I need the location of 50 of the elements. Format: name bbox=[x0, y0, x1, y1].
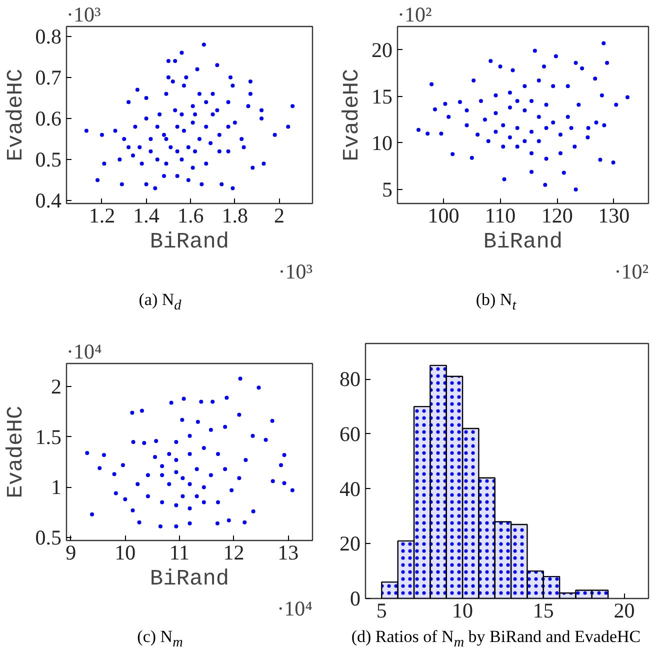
text: (c) N$_{m}$ bbox=[136, 626, 184, 652]
y-tick-label: 5 bbox=[382, 178, 392, 202]
x-tick-label: 15 bbox=[532, 598, 554, 622]
x-tick-label: 1.2 bbox=[88, 204, 116, 228]
y-tick-label: 0 bbox=[350, 586, 360, 610]
annotation: ·10² bbox=[398, 2, 432, 26]
y-tick-label: 80 bbox=[340, 367, 360, 392]
text: (a) N$_{d}$ bbox=[138, 289, 182, 316]
x-tick-label: 100 bbox=[428, 204, 460, 228]
x-tick-label: 130 bbox=[598, 204, 630, 228]
text: ·10² bbox=[614, 260, 649, 284]
y-tick-label: 20 bbox=[372, 38, 392, 62]
annotation: ·10⁴ bbox=[66, 340, 102, 364]
x-tick-label: 20 bbox=[614, 598, 635, 622]
y-tick-label: 10 bbox=[372, 130, 392, 155]
x-tick-label: 2 bbox=[274, 204, 285, 228]
x-tick-label: 12 bbox=[223, 540, 244, 564]
x-tick-label: 120 bbox=[541, 204, 573, 228]
text: (d) Ratios of N$_{m}$ by BiRand and EvadeHC bbox=[350, 626, 642, 652]
text: (b) N$_{t}$ bbox=[474, 289, 518, 316]
y-tick-label: 0.7 bbox=[35, 65, 62, 90]
x-tick-label: 1.8 bbox=[222, 204, 248, 228]
text: ·10⁴ bbox=[277, 596, 313, 620]
x-tick-label: 1.6 bbox=[177, 204, 204, 228]
x-tick-label: 10 bbox=[114, 540, 136, 564]
y-tick-label: 0.5 bbox=[35, 525, 62, 550]
y-tick-label: 15 bbox=[372, 84, 392, 108]
y-axis-title: EvadeHC bbox=[3, 406, 28, 498]
y-tick-label: 0.4 bbox=[35, 188, 62, 213]
y-tick-label: 2 bbox=[51, 374, 62, 399]
y-tick-label: 60 bbox=[340, 422, 360, 446]
y-tick-label: 40 bbox=[340, 476, 360, 501]
x-tick-label: 13 bbox=[278, 540, 299, 564]
x-tick-label: 110 bbox=[484, 204, 516, 228]
x-axis-title: BiRand bbox=[150, 566, 230, 592]
x-tick-label: 9 bbox=[66, 540, 76, 564]
x-axis-title: BiRand bbox=[483, 230, 563, 254]
y-tick-label: 0.6 bbox=[35, 106, 62, 130]
y-tick-label: 0.8 bbox=[35, 24, 62, 48]
x-tick-label: 11 bbox=[169, 540, 190, 564]
y-axis-title: EvadeHC bbox=[3, 68, 28, 162]
y-tick-label: 1.5 bbox=[35, 424, 62, 449]
y-axis-title: EvadeHC bbox=[340, 68, 364, 162]
y-tick-label: 0.5 bbox=[35, 148, 62, 172]
x-tick-label: 10 bbox=[452, 598, 474, 622]
text: ·10³ bbox=[66, 2, 101, 26]
text: ·10³ bbox=[278, 260, 313, 284]
x-tick-label: 1.4 bbox=[133, 204, 160, 228]
y-tick-label: 1 bbox=[51, 475, 62, 500]
x-axis-title: BiRand bbox=[150, 230, 230, 254]
